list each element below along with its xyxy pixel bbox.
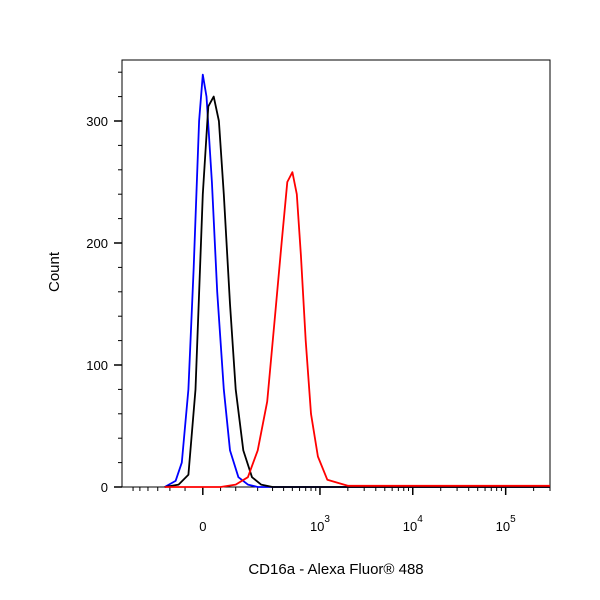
x-axis-title: CD16a - Alexa Fluor® 488 [248, 561, 423, 578]
series-line-1 [164, 73, 550, 488]
y-axis: 0 100 200 300 [86, 60, 123, 495]
y-tick-label: 0 [101, 480, 108, 495]
y-axis-title: Count [46, 251, 63, 292]
series-layer [164, 73, 550, 488]
x-tick-label: 105 [496, 514, 516, 534]
series-line-3 [164, 171, 550, 488]
x-tick-label: 0 [199, 519, 206, 534]
y-tick-label: 200 [86, 236, 108, 251]
y-tick-label: 300 [86, 114, 108, 129]
x-tick-label: 104 [403, 514, 423, 534]
series-line-2 [164, 95, 550, 488]
y-tick-label: 100 [86, 358, 108, 373]
x-axis: 0 103 104 105 [122, 486, 551, 534]
x-tick-label: 103 [310, 514, 330, 534]
